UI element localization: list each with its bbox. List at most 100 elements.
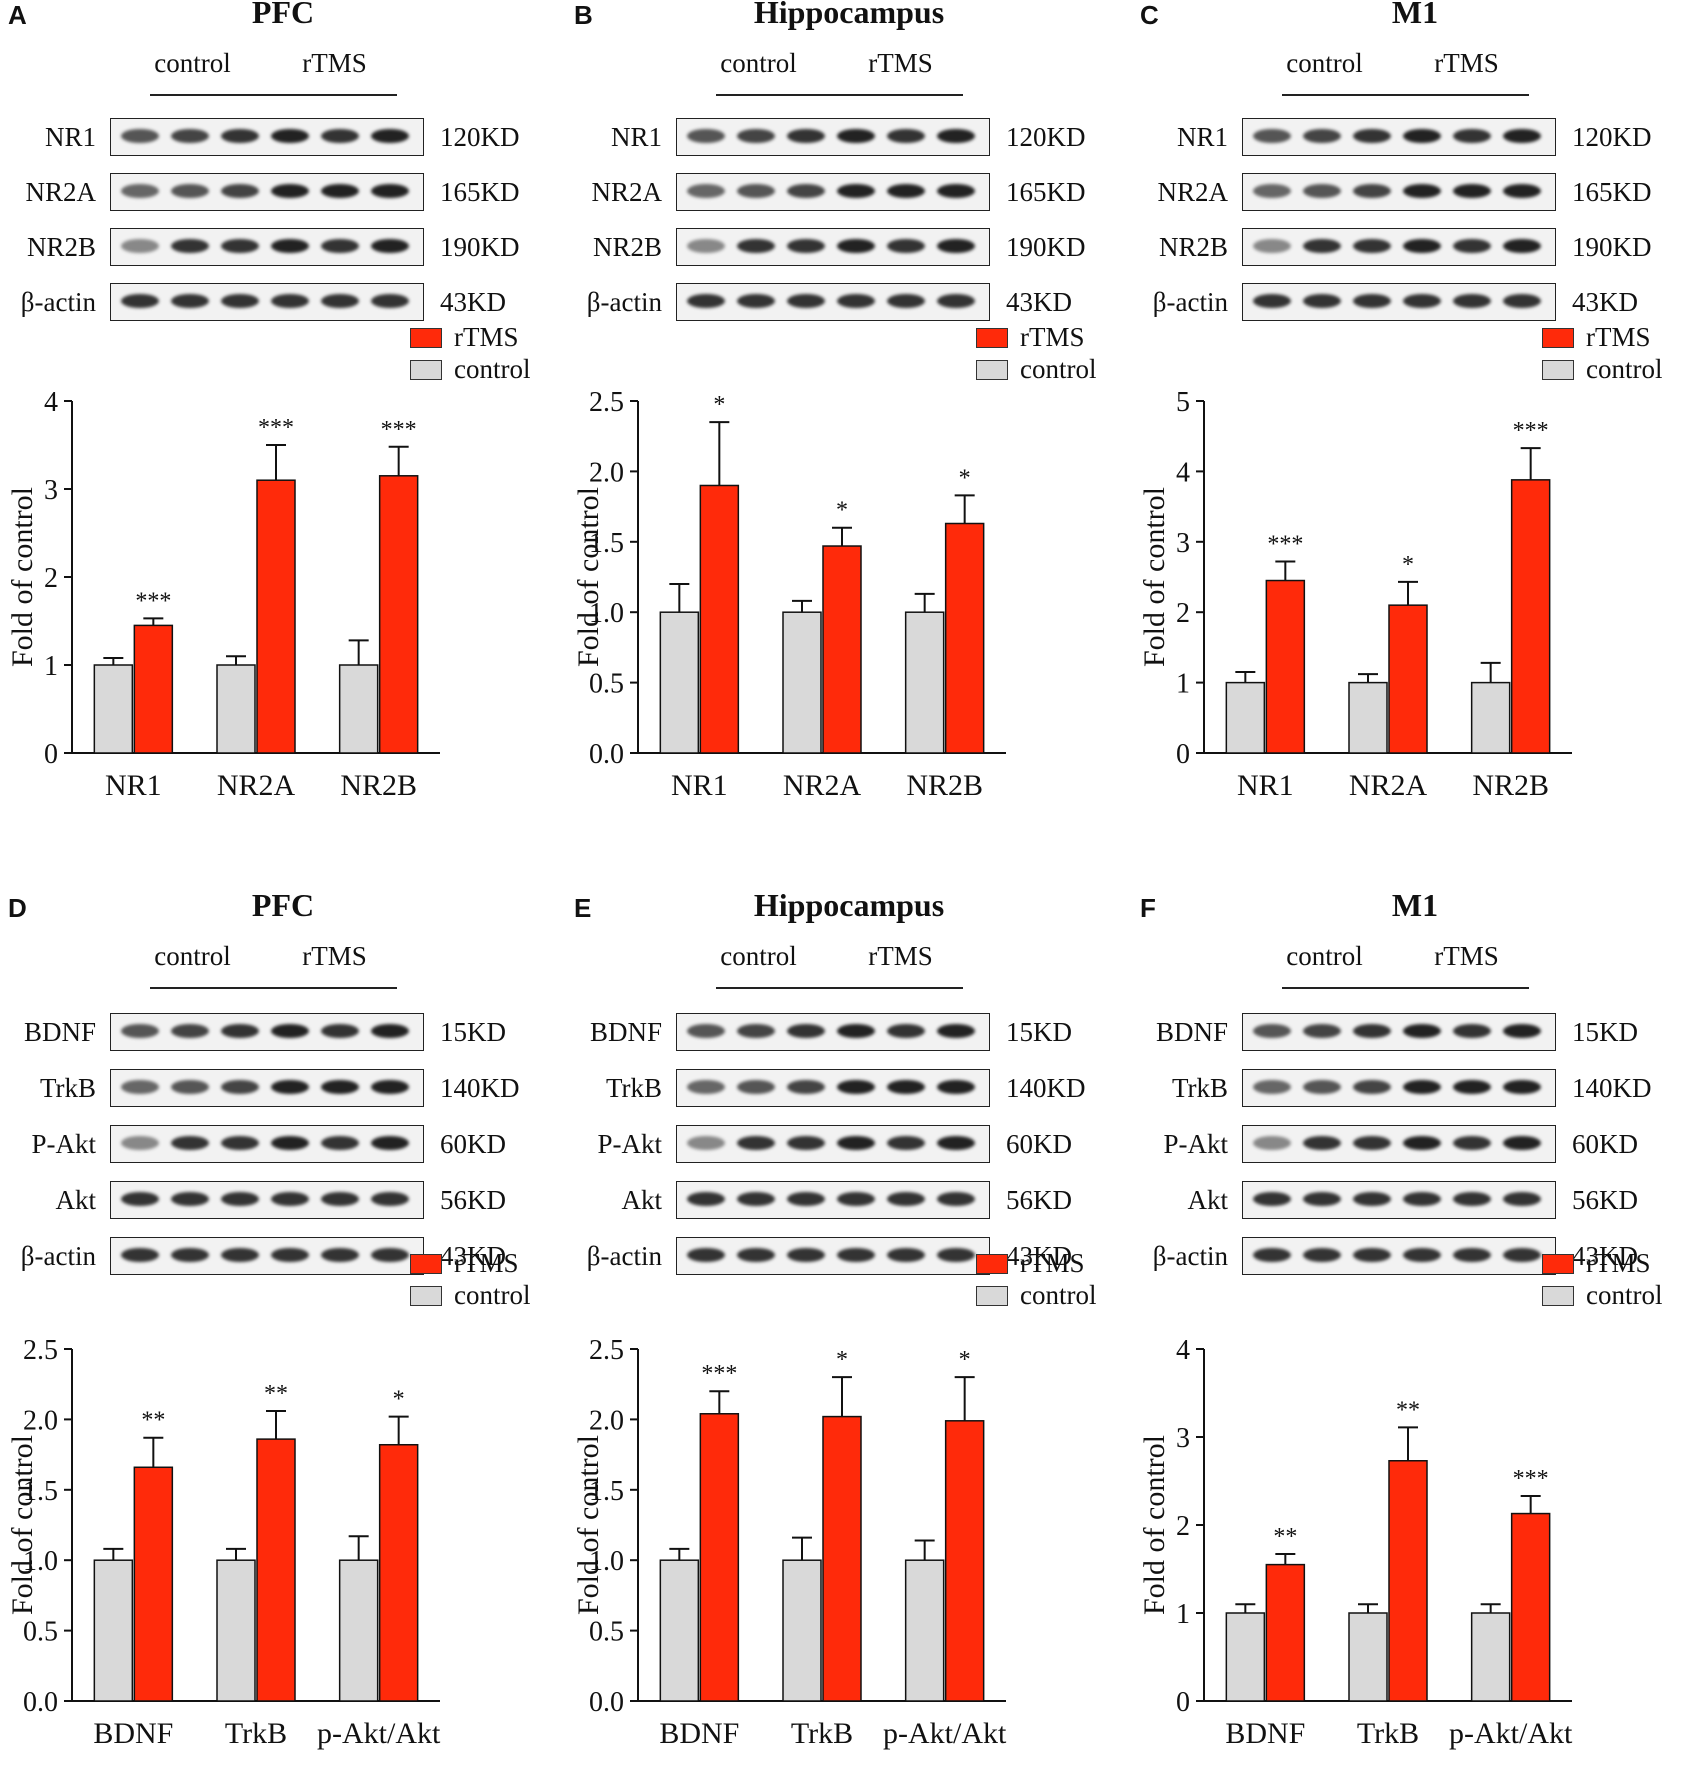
y-tick-label: 2 bbox=[1176, 1511, 1190, 1542]
significance-label: *** bbox=[135, 588, 171, 614]
blot-band bbox=[687, 239, 725, 253]
blot-molecular-weight: 15KD bbox=[1572, 1017, 1638, 1047]
blot-image bbox=[110, 228, 424, 266]
y-tick-label: 2.0 bbox=[23, 1405, 58, 1436]
blot-band bbox=[1403, 1248, 1441, 1262]
blot-band bbox=[271, 294, 309, 308]
blot-molecular-weight: 120KD bbox=[1572, 122, 1652, 152]
blot-image bbox=[676, 1125, 990, 1163]
legend-item-rtms: rTMS bbox=[1542, 1248, 1662, 1280]
blot-molecular-weight: 15KD bbox=[1006, 1017, 1072, 1047]
x-tick-label: NR1 bbox=[1237, 769, 1294, 802]
blot-band bbox=[1303, 1248, 1341, 1262]
blot-image bbox=[1242, 1181, 1556, 1219]
blot-band bbox=[121, 1136, 159, 1150]
y-tick-label: 0.5 bbox=[589, 669, 624, 700]
blot-band bbox=[1303, 1080, 1341, 1094]
blot-row: Akt 56KD bbox=[566, 1181, 1132, 1219]
blot-band bbox=[171, 1024, 209, 1038]
bar-control bbox=[904, 1559, 945, 1702]
blot-band bbox=[887, 184, 925, 198]
blot-band bbox=[787, 184, 825, 198]
blot-row: P-Akt 60KD bbox=[1132, 1125, 1698, 1163]
y-tick-label: 0 bbox=[44, 739, 58, 770]
blot-band bbox=[1503, 1024, 1541, 1038]
blot-band bbox=[221, 239, 259, 253]
blot-image bbox=[1242, 1069, 1556, 1107]
bar-rtms bbox=[1388, 1460, 1428, 1702]
bar-rtms bbox=[378, 1443, 419, 1702]
y-axis-label: Fold of control bbox=[1138, 487, 1171, 667]
significance-label: ** bbox=[1396, 1397, 1420, 1423]
blot-band bbox=[171, 239, 209, 253]
legend-item-control: control bbox=[1542, 1280, 1662, 1312]
blot-protein-label: NR2A bbox=[25, 177, 96, 207]
significance-label: * bbox=[1402, 552, 1414, 578]
blot-band bbox=[1453, 294, 1491, 308]
blot-molecular-weight: 43KD bbox=[440, 1241, 506, 1271]
blot-image bbox=[110, 1069, 424, 1107]
blot-band bbox=[1403, 239, 1441, 253]
blot-band bbox=[787, 1136, 825, 1150]
blot-protein-label: TrkB bbox=[39, 1073, 96, 1103]
legend-swatch-rtms bbox=[410, 1254, 442, 1274]
legend-label-rtms: rTMS bbox=[1586, 322, 1651, 352]
blot-band bbox=[887, 1192, 925, 1206]
panel-letter: E bbox=[574, 893, 592, 923]
blot-protein-label: BDNF bbox=[1155, 1017, 1228, 1047]
bar-rtms bbox=[944, 522, 985, 754]
blot-band bbox=[121, 1080, 159, 1094]
blot-band bbox=[371, 1024, 409, 1038]
significance-label: ** bbox=[1273, 1524, 1297, 1550]
significance-label: *** bbox=[1513, 1466, 1549, 1492]
x-tick-label: BDNF bbox=[1225, 1717, 1305, 1750]
blot-band bbox=[937, 129, 975, 143]
blot-band bbox=[787, 294, 825, 308]
blot-band bbox=[687, 129, 725, 143]
legend-swatch-control bbox=[1542, 1286, 1574, 1306]
blot-band bbox=[371, 294, 409, 308]
blot-row: BDNF 15KD bbox=[1132, 1013, 1698, 1051]
blot-molecular-weight: 43KD bbox=[1006, 1241, 1072, 1271]
bar-control bbox=[93, 664, 134, 754]
blot-band bbox=[887, 239, 925, 253]
bar-chart: 0 1 2 3 4 Fold of control ** BDNF ** TrkB *** p-Akt… bbox=[1138, 1335, 1573, 1750]
blot-row: P-Akt 60KD bbox=[0, 1125, 566, 1163]
blot-image bbox=[676, 173, 990, 211]
panel-title: Hippocampus bbox=[753, 887, 945, 923]
blot-image bbox=[1242, 118, 1556, 156]
blot-image bbox=[1242, 283, 1556, 321]
legend-item-control: control bbox=[976, 1280, 1096, 1312]
blot-band bbox=[1503, 294, 1541, 308]
blot-band bbox=[687, 1080, 725, 1094]
blot-band bbox=[271, 1192, 309, 1206]
blot-image bbox=[1242, 1237, 1556, 1275]
legend-label-control: control bbox=[454, 354, 531, 384]
blot-band bbox=[271, 129, 309, 143]
bar-control bbox=[1225, 1612, 1266, 1702]
blot-band bbox=[1303, 184, 1341, 198]
blot-band bbox=[171, 294, 209, 308]
bar-control bbox=[659, 611, 700, 754]
blot-protein-label: BDNF bbox=[589, 1017, 662, 1047]
y-tick-label: 4 bbox=[1176, 457, 1190, 488]
blot-band bbox=[837, 1080, 875, 1094]
y-tick-label: 1.0 bbox=[589, 598, 624, 629]
blot-band bbox=[737, 294, 775, 308]
panel-title: Hippocampus bbox=[753, 0, 945, 30]
blot-band bbox=[737, 239, 775, 253]
blot-row: BDNF 15KD bbox=[0, 1013, 566, 1051]
bar-chart: 0 1 2 3 4 5 Fold of control *** NR1 * NR2A *** NR2B bbox=[1138, 387, 1572, 802]
blot-row: β-actin 43KD bbox=[0, 283, 566, 321]
legend-swatch-control bbox=[410, 360, 442, 380]
y-tick-label: 0.5 bbox=[23, 1617, 58, 1648]
bar-control bbox=[1470, 681, 1511, 754]
group-line-rtms bbox=[272, 94, 397, 96]
legend-swatch-control bbox=[1542, 360, 1574, 380]
group-line-rtms bbox=[1404, 94, 1529, 96]
blot-row: NR2B 190KD bbox=[0, 228, 566, 266]
blot-row: P-Akt 60KD bbox=[566, 1125, 1132, 1163]
blot-image bbox=[1242, 1125, 1556, 1163]
blot-image bbox=[110, 1013, 424, 1051]
y-tick-label: 1 bbox=[44, 651, 58, 682]
